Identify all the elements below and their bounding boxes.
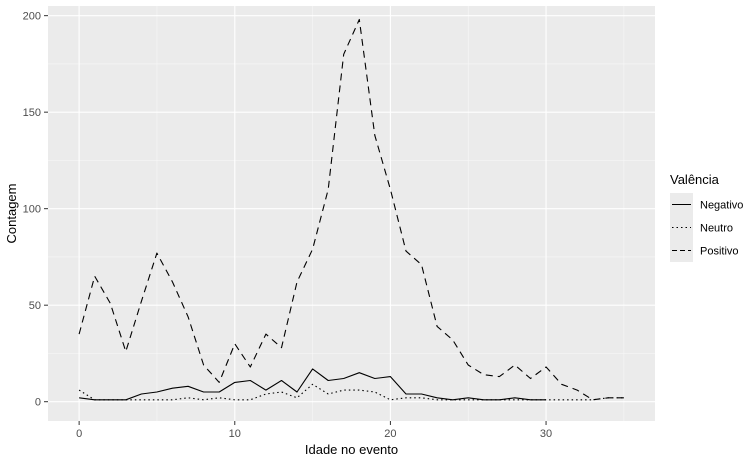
y-axis-title: Contagem (4, 184, 19, 244)
legend-title: Valência (670, 172, 720, 187)
legend-label-negativo: Negativo (700, 200, 743, 212)
legend-label-neutro: Neutro (700, 223, 733, 235)
y-tick-label: 150 (23, 107, 41, 119)
y-tick-label: 100 (23, 204, 41, 216)
y-tick-label: 0 (35, 397, 41, 409)
series-line-negativo (79, 368, 547, 401)
x-tick-label: 0 (76, 428, 82, 440)
y-tick-label: 50 (29, 300, 41, 312)
x-axis-title: Idade no evento (305, 442, 398, 457)
plot-panel (48, 6, 655, 421)
series-lines (78, 18, 624, 401)
x-tick-label: 10 (229, 428, 241, 440)
y-tick-label: 200 (23, 11, 41, 23)
legend-label-positivo: Positivo (700, 246, 739, 258)
x-tick-label: 30 (540, 428, 552, 440)
grid (48, 6, 655, 421)
axis-ticks: 0 10 20 30 0 50 100 150 200 (23, 11, 553, 440)
x-tick-label: 20 (384, 428, 396, 440)
legend: Valência Negativo Neutro Positivo (670, 172, 743, 262)
